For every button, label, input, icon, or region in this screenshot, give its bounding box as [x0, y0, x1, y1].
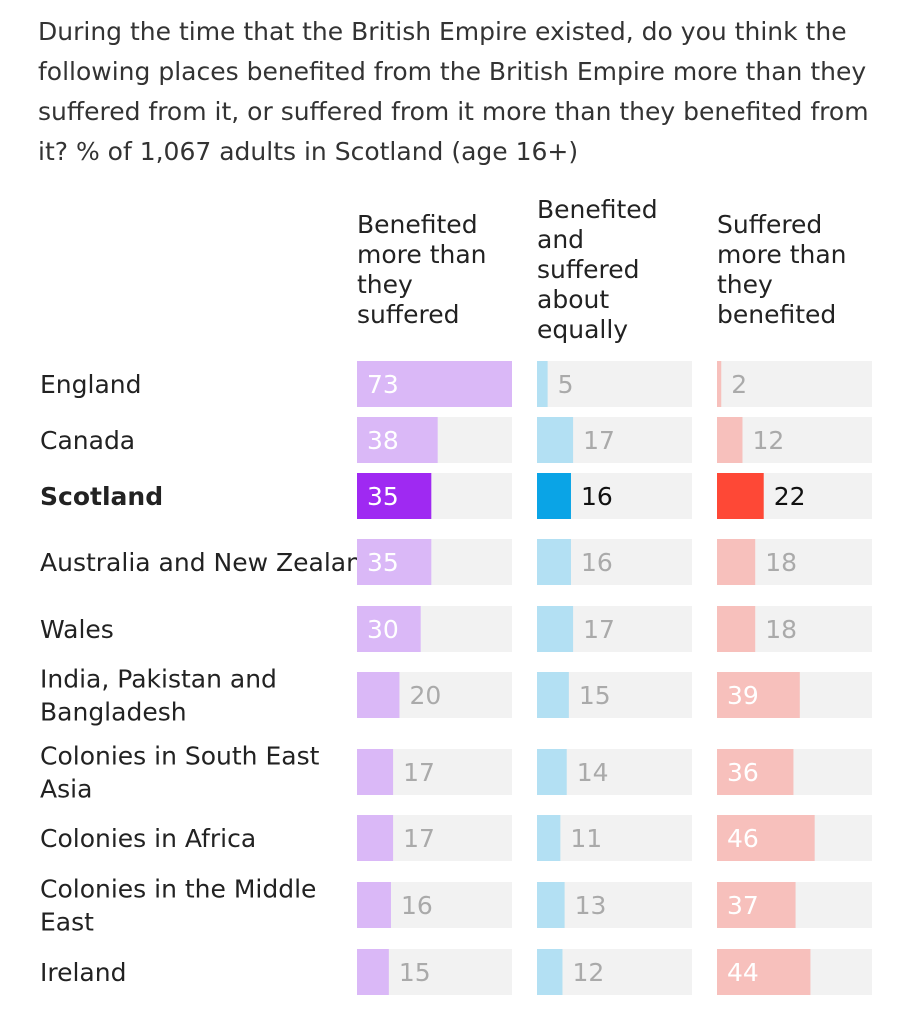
bar	[357, 949, 389, 995]
category-label: Colonies in South East Asia	[40, 742, 320, 804]
bar	[537, 606, 574, 652]
bar	[537, 672, 569, 718]
bar	[717, 815, 815, 861]
bar	[357, 361, 512, 407]
data-label: 73	[367, 370, 399, 399]
data-label: 12	[752, 426, 784, 455]
data-label: 17	[583, 615, 615, 644]
bar	[717, 473, 764, 519]
chart-title: During the time that the British Empire …	[38, 17, 869, 166]
bar	[357, 749, 394, 795]
category-label: Australia and New Zealand	[40, 548, 378, 577]
category-label: Canada	[40, 426, 135, 455]
bar-track	[537, 949, 692, 995]
bar-track	[717, 361, 872, 407]
bar	[717, 882, 796, 928]
data-label: 35	[367, 482, 399, 511]
bar	[717, 672, 800, 718]
bar	[717, 606, 756, 652]
data-label: 5	[558, 370, 574, 399]
data-label: 17	[403, 758, 435, 787]
data-label: 39	[727, 681, 759, 710]
data-label: 18	[765, 615, 797, 644]
column-header-suffered: Suffered more than they benefited	[717, 210, 847, 329]
bar	[717, 417, 743, 463]
data-label: 2	[731, 370, 747, 399]
bar	[537, 815, 561, 861]
data-label: 16	[581, 548, 613, 577]
bar	[357, 473, 432, 519]
bar	[717, 539, 756, 585]
category-label: Colonies in Africa	[40, 824, 256, 853]
data-label: 17	[403, 824, 435, 853]
data-label: 16	[581, 482, 613, 511]
category-label: Ireland	[40, 958, 126, 987]
bar	[537, 473, 571, 519]
bar	[357, 539, 432, 585]
bar	[717, 749, 794, 795]
bar	[717, 949, 811, 995]
data-label: 30	[367, 615, 399, 644]
data-label: 15	[399, 958, 431, 987]
column-header-equal: Benefited and suffered about equally	[537, 195, 658, 344]
data-label: 44	[727, 958, 759, 987]
data-label: 12	[572, 958, 604, 987]
data-label: 16	[401, 891, 433, 920]
bar-track	[717, 417, 872, 463]
bar	[357, 417, 438, 463]
data-label: 46	[727, 824, 759, 853]
data-label: 20	[409, 681, 441, 710]
bar	[537, 417, 574, 463]
bar-track	[537, 361, 692, 407]
bar-track	[537, 815, 692, 861]
category-label: Scotland	[40, 482, 163, 511]
data-label: 13	[575, 891, 607, 920]
bar	[537, 539, 571, 585]
bar	[357, 672, 400, 718]
data-label: 36	[727, 758, 759, 787]
category-label: England	[40, 370, 142, 399]
data-label: 11	[570, 824, 602, 853]
category-label: Colonies in the Middle East	[40, 875, 316, 937]
bar	[537, 882, 565, 928]
category-label: India, Pakistan and Bangladesh	[40, 665, 277, 727]
data-label: 22	[774, 482, 806, 511]
bar	[357, 882, 391, 928]
data-label: 35	[367, 548, 399, 577]
column-header-benefited: Benefited more than they suffered	[357, 210, 487, 329]
data-label: 17	[583, 426, 615, 455]
bar	[357, 815, 394, 861]
bar	[537, 949, 563, 995]
data-label: 15	[579, 681, 611, 710]
data-label: 38	[367, 426, 399, 455]
category-label: Wales	[40, 615, 114, 644]
data-label: 18	[765, 548, 797, 577]
data-label: 14	[577, 758, 609, 787]
data-label: 37	[727, 891, 759, 920]
bar	[357, 606, 421, 652]
bar	[537, 361, 548, 407]
bar	[537, 749, 567, 795]
bar	[717, 361, 722, 407]
